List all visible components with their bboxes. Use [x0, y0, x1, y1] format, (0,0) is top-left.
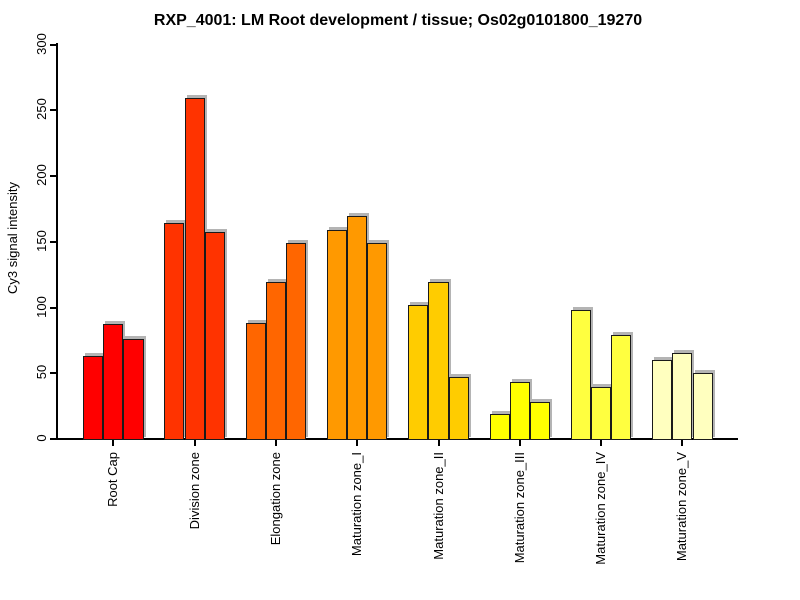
- bar-group4-rep3: [367, 242, 388, 440]
- bar-group7-rep3: [611, 334, 632, 440]
- x-axis-label-3: Elongation zone: [267, 452, 283, 546]
- plot-area: [58, 46, 738, 440]
- x-axis-label-1: Root Cap: [105, 452, 121, 507]
- y-tick-label-200: 200: [34, 164, 49, 186]
- bar-group1-rep3: [123, 338, 144, 440]
- bar-group5-rep2: [428, 282, 449, 440]
- x-tick-6: [518, 440, 521, 446]
- x-tick-4: [356, 440, 359, 446]
- y-tick-label-0: 0: [34, 434, 49, 442]
- bar-group1-rep2: [103, 324, 124, 440]
- bar-group8-rep1: [652, 359, 673, 440]
- x-axis-label-7: Maturation zone_IV: [593, 452, 609, 565]
- bar-group7-rep1: [570, 309, 591, 440]
- bar-group6-rep2: [509, 382, 530, 440]
- bar-group4-rep1: [326, 229, 348, 440]
- y-tick-100: [50, 306, 57, 309]
- y-tick-label-100: 100: [34, 295, 49, 318]
- chart-title: RXP_4001: LM Root development / tissue; …: [153, 12, 643, 29]
- y-tick-250: [50, 109, 57, 112]
- y-tick-label-300: 300: [34, 32, 49, 55]
- x-axis-label-4: Maturation zone_I: [349, 452, 365, 557]
- x-tick-8: [681, 440, 684, 446]
- x-axis-label-2: Division zone: [186, 452, 202, 530]
- bar-group1-rep1: [83, 355, 104, 440]
- x-axis-label-5: Maturation zone_II: [430, 452, 446, 560]
- y-tick-50: [50, 372, 57, 375]
- bar-group6-rep1: [489, 413, 510, 440]
- bar-group2-rep1: [164, 223, 185, 440]
- y-tick-150: [50, 240, 57, 243]
- y-axis-line: [56, 43, 58, 440]
- y-tick-200: [50, 175, 57, 177]
- x-axis-label-6: Maturation zone_III: [511, 452, 527, 564]
- x-axis-line: [58, 438, 738, 440]
- y-tick-label-250: 250: [34, 98, 49, 121]
- y-tick-0: [50, 438, 57, 440]
- y-tick-label-50: 50: [34, 365, 49, 380]
- bar-group3-rep2: [265, 282, 286, 440]
- x-tick-2: [193, 440, 196, 446]
- bar-group3-rep1: [245, 322, 266, 440]
- y-tick-300: [50, 43, 57, 46]
- bar-group4-rep2: [347, 216, 368, 440]
- bar-group8-rep2: [672, 353, 693, 440]
- x-tick-7: [600, 440, 603, 446]
- bar-group7-rep2: [591, 387, 612, 440]
- x-tick-1: [112, 440, 115, 446]
- x-axis-label-8: Maturation zone_V: [674, 452, 690, 562]
- bar-group2-rep3: [204, 232, 225, 440]
- bar-group5-rep3: [448, 376, 469, 440]
- y-tick-label-150: 150: [34, 229, 49, 252]
- bar-group3-rep3: [286, 242, 307, 440]
- bar-group6-rep3: [529, 401, 551, 440]
- bar-group2-rep2: [184, 98, 205, 440]
- bar-group5-rep1: [408, 304, 429, 440]
- y-axis-title: Cy3 signal intensity: [5, 182, 20, 294]
- bar-group8-rep3: [692, 372, 713, 440]
- x-tick-3: [274, 440, 277, 446]
- x-tick-5: [437, 440, 440, 446]
